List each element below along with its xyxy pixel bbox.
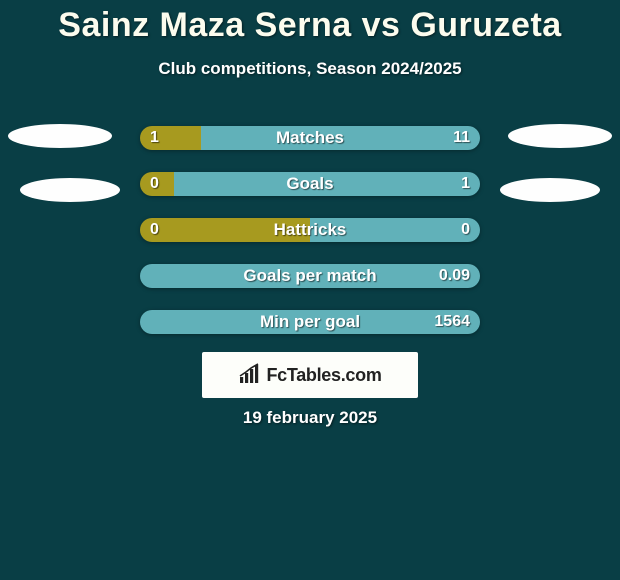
stat-bar xyxy=(140,264,480,288)
stat-bar xyxy=(140,126,480,150)
snapshot-date: 19 february 2025 xyxy=(0,408,620,428)
stats-rows: 1 Matches 11 0 Goals 1 0 Hattricks 0 xyxy=(140,126,480,356)
stat-value-right: 1 xyxy=(461,172,470,196)
stat-bar xyxy=(140,218,480,242)
stat-row-hattricks: 0 Hattricks 0 xyxy=(140,218,480,242)
bar-chart-icon xyxy=(238,363,262,387)
stat-bar-right xyxy=(140,310,480,334)
stat-value-right: 1564 xyxy=(434,310,470,334)
stat-value-right: 11 xyxy=(453,126,470,150)
page-title: Sainz Maza Serna vs Guruzeta xyxy=(0,0,620,45)
stat-value-left: 1 xyxy=(150,126,159,150)
stat-bar xyxy=(140,310,480,334)
stat-row-min-per-goal: Min per goal 1564 xyxy=(140,310,480,334)
avatar-right-player xyxy=(500,178,600,202)
stat-bar-right xyxy=(140,264,480,288)
stat-bar-right xyxy=(310,218,480,242)
stat-value-left: 0 xyxy=(150,218,159,242)
stat-row-goals: 0 Goals 1 xyxy=(140,172,480,196)
stat-bar-right xyxy=(201,126,480,150)
stat-value-left: 0 xyxy=(150,172,159,196)
stat-value-right: 0 xyxy=(461,218,470,242)
stat-value-right: 0.09 xyxy=(439,264,470,288)
brand-text: FcTables.com xyxy=(266,365,381,386)
avatar-left-club xyxy=(8,124,112,148)
stat-bar-right xyxy=(174,172,480,196)
stat-row-goals-per-match: Goals per match 0.09 xyxy=(140,264,480,288)
stat-bar-left xyxy=(140,218,310,242)
page-subtitle: Club competitions, Season 2024/2025 xyxy=(0,59,620,79)
stat-row-matches: 1 Matches 11 xyxy=(140,126,480,150)
avatar-left-player xyxy=(20,178,120,202)
brand-box: FcTables.com xyxy=(202,352,418,398)
stat-bar xyxy=(140,172,480,196)
comparison-card: Sainz Maza Serna vs Guruzeta Club compet… xyxy=(0,0,620,580)
avatar-right-club xyxy=(508,124,612,148)
